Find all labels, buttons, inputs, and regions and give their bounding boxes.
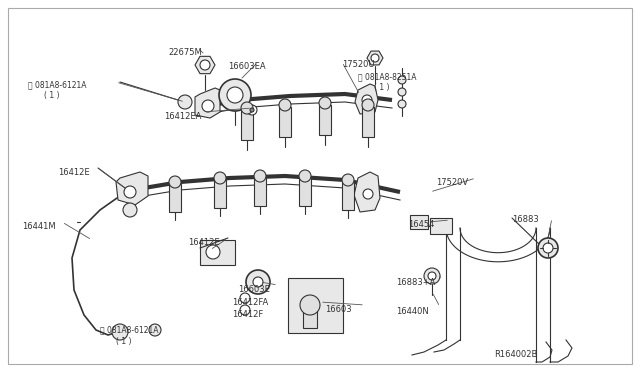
Bar	[362, 107, 374, 137]
Circle shape	[169, 176, 181, 188]
Circle shape	[240, 293, 250, 303]
Circle shape	[342, 174, 354, 186]
Text: 16603: 16603	[325, 305, 351, 314]
Circle shape	[254, 170, 266, 182]
Circle shape	[371, 54, 379, 62]
Circle shape	[240, 305, 250, 315]
Bar	[214, 180, 226, 208]
Text: 16412F: 16412F	[232, 310, 263, 319]
Text: 16883+A: 16883+A	[396, 278, 435, 287]
Polygon shape	[367, 51, 383, 65]
Text: Ⓑ 081A8-6121A: Ⓑ 081A8-6121A	[28, 80, 86, 89]
Text: 16412E: 16412E	[58, 168, 90, 177]
Circle shape	[299, 170, 311, 182]
Circle shape	[202, 100, 214, 112]
Circle shape	[300, 295, 320, 315]
Circle shape	[538, 238, 558, 258]
Circle shape	[124, 186, 136, 198]
Bar	[200, 240, 235, 265]
Bar	[430, 218, 452, 234]
Text: ( 1 ): ( 1 )	[44, 91, 60, 100]
Circle shape	[112, 324, 128, 340]
Polygon shape	[195, 56, 215, 74]
Circle shape	[398, 100, 406, 108]
Bar	[299, 178, 311, 206]
Text: 16454: 16454	[408, 220, 435, 229]
Text: Ⓑ 081A8-6121A: Ⓑ 081A8-6121A	[100, 325, 159, 334]
Text: ( 1 ): ( 1 )	[374, 83, 390, 92]
Polygon shape	[195, 88, 220, 118]
Circle shape	[424, 268, 440, 284]
Bar	[342, 182, 354, 210]
Circle shape	[398, 88, 406, 96]
Text: 17520V: 17520V	[436, 178, 468, 187]
Circle shape	[227, 87, 243, 103]
Circle shape	[398, 76, 406, 84]
Circle shape	[250, 108, 254, 112]
Bar	[319, 105, 331, 135]
Text: 16883: 16883	[512, 215, 539, 224]
Text: 16603EA: 16603EA	[228, 62, 266, 71]
Text: 16441M: 16441M	[22, 222, 56, 231]
Circle shape	[247, 105, 257, 115]
Text: R164002B: R164002B	[494, 350, 538, 359]
Bar	[254, 178, 266, 206]
Text: 22675M: 22675M	[168, 48, 202, 57]
Circle shape	[219, 79, 251, 111]
Circle shape	[178, 95, 192, 109]
Text: 16412E: 16412E	[188, 238, 220, 247]
Text: 16412FA: 16412FA	[232, 298, 268, 307]
Circle shape	[363, 189, 373, 199]
Text: ( 1 ): ( 1 )	[116, 337, 131, 346]
Circle shape	[279, 99, 291, 111]
Circle shape	[206, 245, 220, 259]
Text: Ⓑ 081A8-8251A: Ⓑ 081A8-8251A	[358, 72, 417, 81]
Text: 16603E: 16603E	[238, 285, 270, 294]
Polygon shape	[354, 172, 380, 212]
Text: 16412EA: 16412EA	[164, 112, 202, 121]
Circle shape	[362, 95, 372, 105]
Circle shape	[543, 243, 553, 253]
Text: 16440N: 16440N	[396, 307, 429, 316]
Circle shape	[246, 270, 270, 294]
Circle shape	[214, 172, 226, 184]
Bar	[169, 184, 181, 212]
Bar	[279, 107, 291, 137]
Polygon shape	[355, 84, 378, 114]
Circle shape	[319, 97, 331, 109]
Circle shape	[123, 203, 137, 217]
Circle shape	[241, 102, 253, 114]
Bar	[410, 215, 428, 229]
Text: 17520U: 17520U	[342, 60, 374, 69]
Polygon shape	[116, 172, 148, 205]
Circle shape	[428, 272, 436, 280]
Circle shape	[253, 277, 263, 287]
Bar	[288, 278, 343, 333]
Circle shape	[200, 60, 210, 70]
Bar	[241, 110, 253, 140]
Circle shape	[362, 99, 374, 111]
Bar	[303, 310, 317, 328]
Circle shape	[149, 324, 161, 336]
